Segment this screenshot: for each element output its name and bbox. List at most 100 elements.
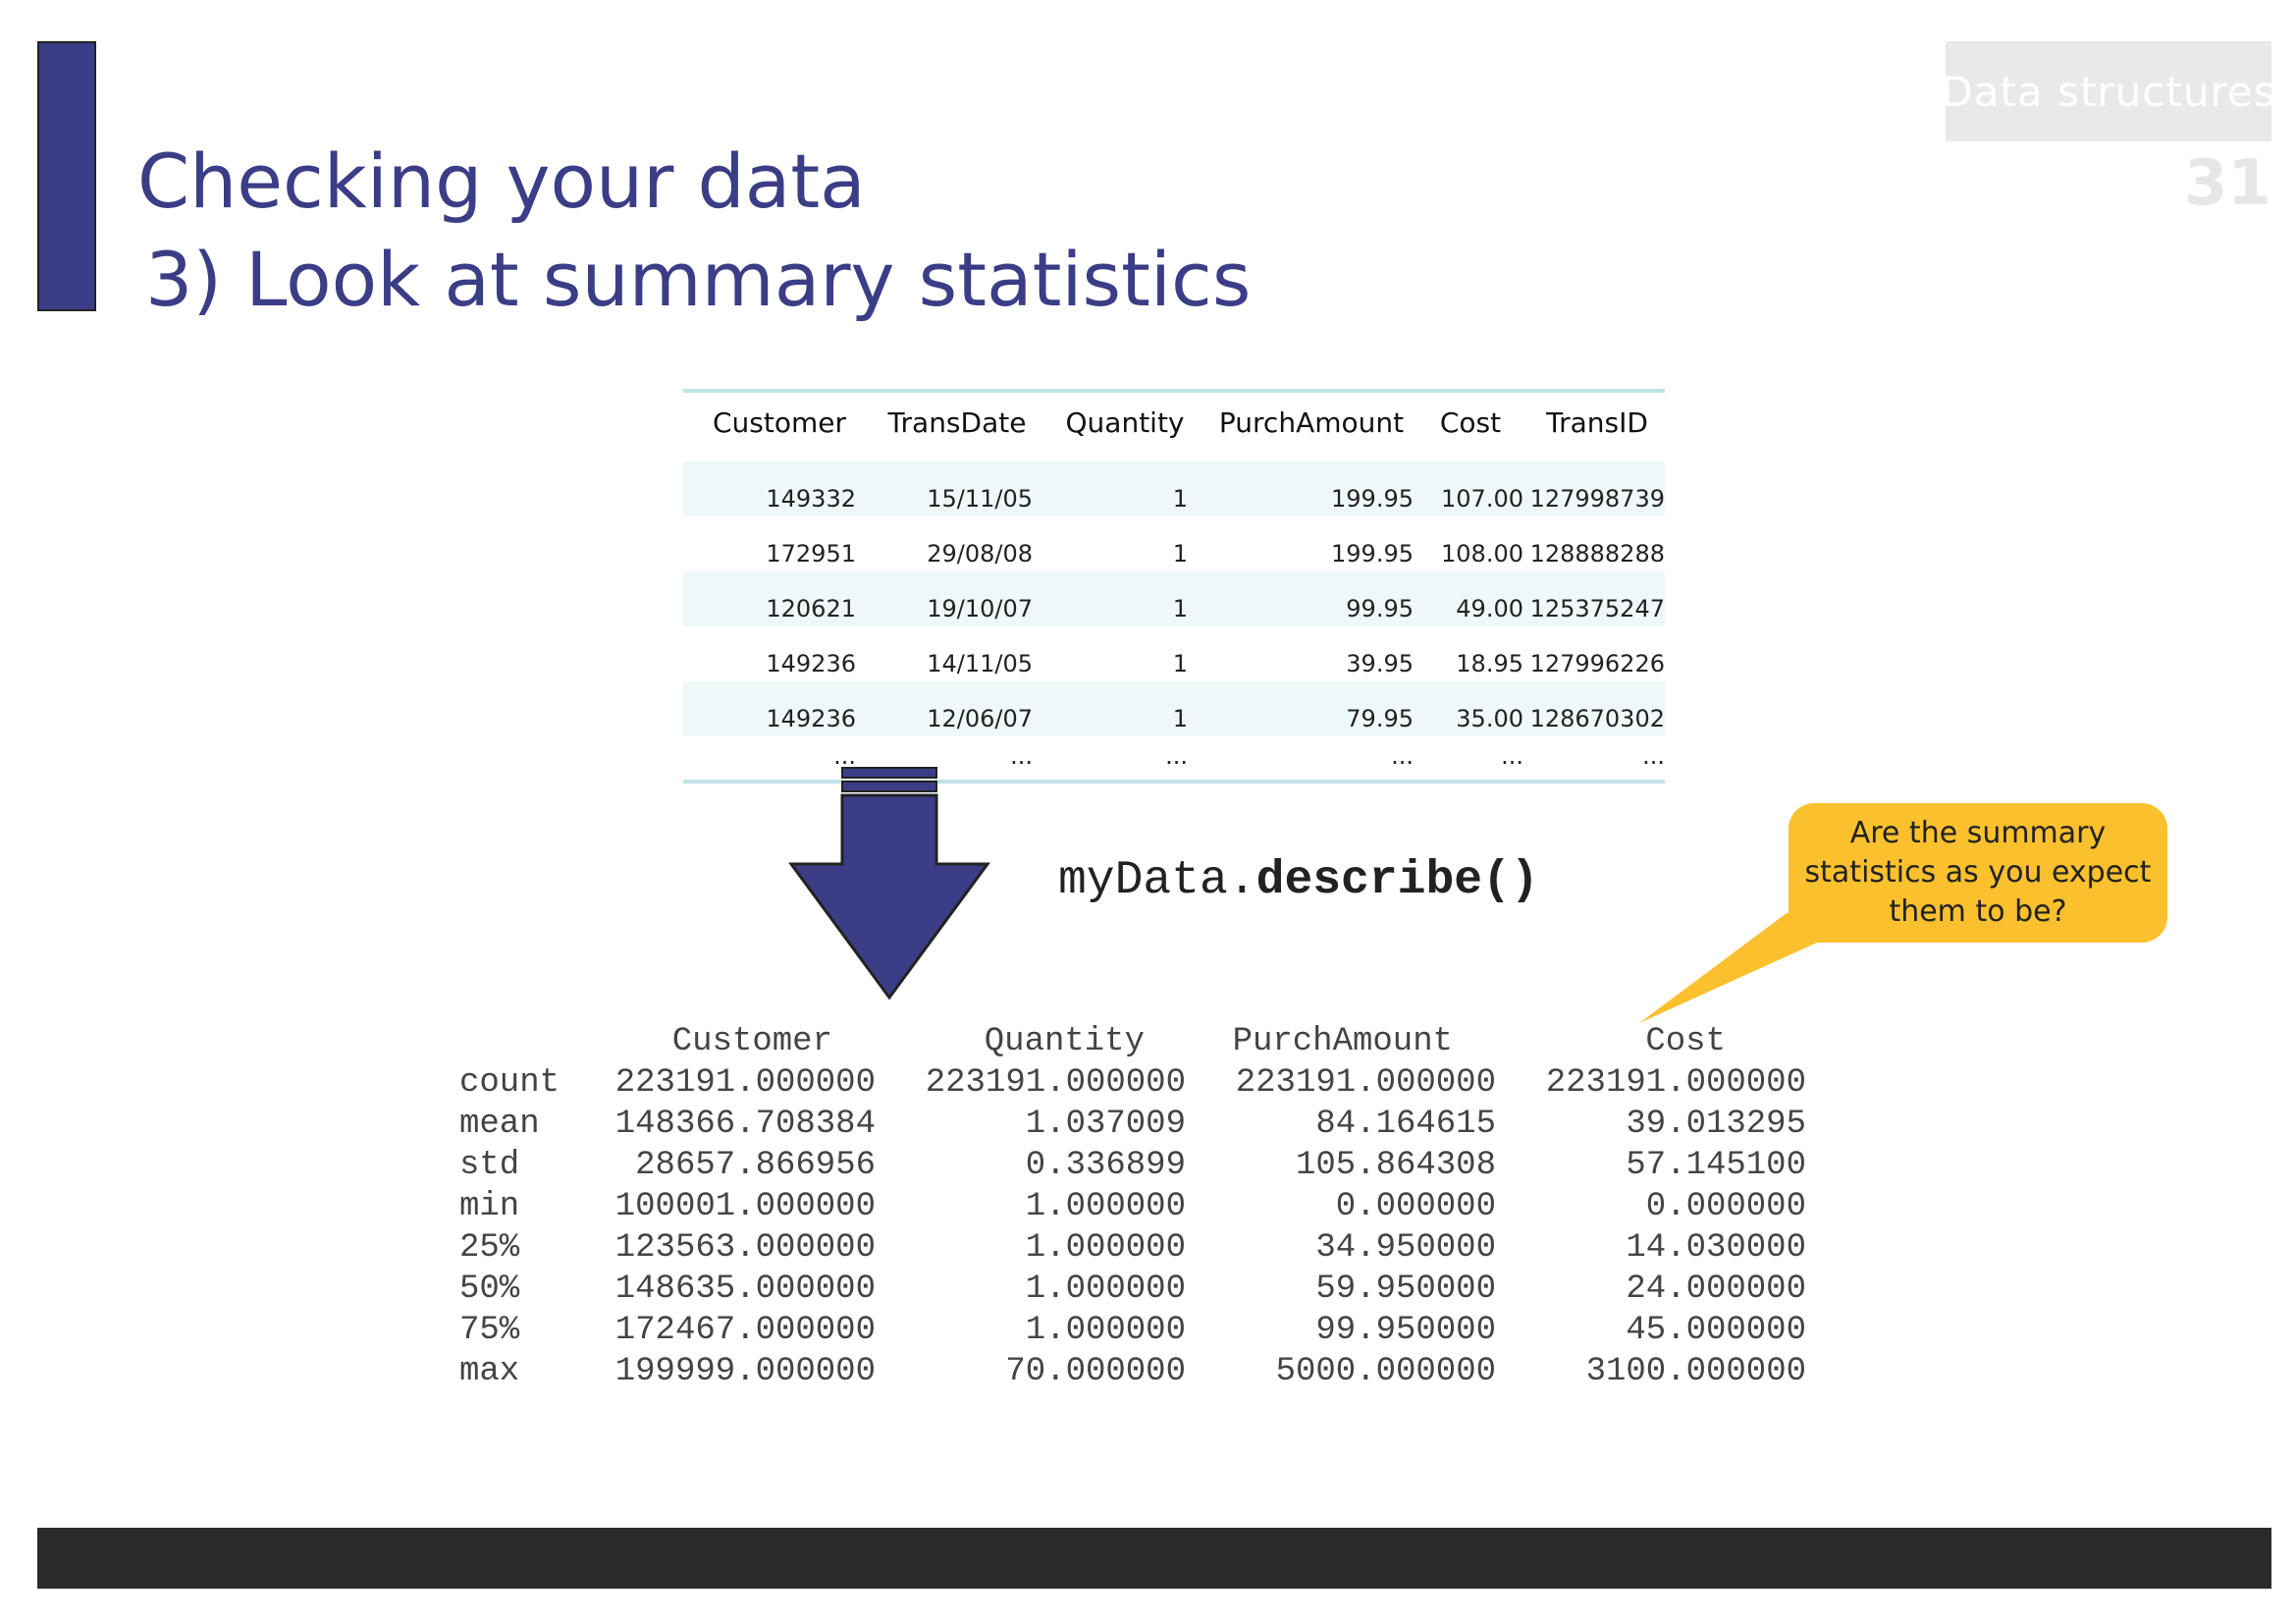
stats-cell: 100001.000000 — [614, 1188, 876, 1225]
table-cell: ... — [1391, 742, 1414, 770]
table-cell: 199.95 — [1331, 540, 1414, 568]
stats-cell: 223191.000000 — [1235, 1064, 1496, 1102]
table-cell: 1 — [1172, 485, 1188, 513]
stats-cell: 14.030000 — [1626, 1229, 1806, 1267]
table-cell: 149332 — [766, 485, 856, 513]
stats-cell: 84.164615 — [1315, 1106, 1496, 1143]
table-cell: 1 — [1172, 705, 1188, 732]
stats-row: std 28657.866956 0.336899 105.864308 57.… — [459, 1145, 1806, 1186]
stats-label: count — [459, 1064, 561, 1102]
table-cell: 99.95 — [1346, 595, 1414, 622]
table-cell: ... — [1165, 742, 1188, 770]
table-header-cell: PurchAmount — [1218, 406, 1405, 439]
table-header-cell: TransDate — [887, 406, 1027, 439]
table-cell: 12/06/07 — [927, 705, 1033, 732]
table-row: 149236 12/06/07 1 79.95 35.00 128670302 — [683, 681, 1665, 736]
table-header-cell: TransID — [1546, 406, 1648, 439]
stats-header-cell: Cost — [1645, 1023, 1726, 1060]
stats-cell: 39.013295 — [1626, 1106, 1806, 1143]
stats-header: Customer Quantity PurchAmount Cost — [459, 1021, 1806, 1062]
table-row-ellipsis: ... ... ... ... ... ... — [683, 736, 1665, 780]
table-cell: 149236 — [766, 650, 856, 677]
table-cell: 19/10/07 — [927, 595, 1033, 622]
stats-header-cell: Quantity — [984, 1023, 1145, 1060]
table-row: 172951 29/08/08 1 199.95 108.00 12888828… — [683, 516, 1665, 571]
table-cell: 39.95 — [1346, 650, 1414, 677]
page-number: 31 — [2183, 147, 2271, 220]
stats-row: count 223191.000000 223191.000000 223191… — [459, 1062, 1806, 1104]
stats-cell: 105.864308 — [1295, 1147, 1496, 1184]
table-cell: 127996226 — [1529, 650, 1665, 677]
table-cell: ... — [1010, 742, 1033, 770]
stats-cell: 1.000000 — [1025, 1229, 1186, 1267]
stats-cell: 70.000000 — [1005, 1353, 1186, 1390]
stats-label: 75% — [459, 1312, 520, 1349]
stats-row: 50% 148635.000000 1.000000 59.950000 24.… — [459, 1269, 1806, 1310]
stats-cell: 1.000000 — [1025, 1271, 1186, 1308]
stats-cell: 45.000000 — [1626, 1312, 1806, 1349]
stats-cell: 5000.000000 — [1275, 1353, 1496, 1390]
table-cell: 149236 — [766, 705, 856, 732]
stats-cell: 24.000000 — [1626, 1271, 1806, 1308]
table-row: 120621 19/10/07 1 99.95 49.00 125375247 — [683, 571, 1665, 626]
table-body: 149332 15/11/05 1 199.95 107.00 12799873… — [683, 452, 1665, 780]
stats-cell: 57.145100 — [1626, 1147, 1806, 1184]
stats-label: mean — [459, 1106, 540, 1143]
table-cell: 29/08/08 — [927, 540, 1033, 568]
table-cell: 1 — [1172, 650, 1188, 677]
table-cell: 49.00 — [1456, 595, 1523, 622]
stats-cell: 3100.000000 — [1585, 1353, 1806, 1390]
stats-label: min — [459, 1188, 520, 1225]
stats-row: 25% 123563.000000 1.000000 34.950000 14.… — [459, 1227, 1806, 1269]
table-cell: 18.95 — [1456, 650, 1523, 677]
table-cell: 120621 — [766, 595, 856, 622]
stats-cell: 1.037009 — [1025, 1106, 1186, 1143]
table-cell: 128888288 — [1529, 540, 1665, 568]
stats-row: 75% 172467.000000 1.000000 99.950000 45.… — [459, 1310, 1806, 1351]
stats-cell: 99.950000 — [1315, 1312, 1496, 1349]
stats-cell: 223191.000000 — [925, 1064, 1186, 1102]
stats-cell: 172467.000000 — [614, 1312, 876, 1349]
stats-row: mean 148366.708384 1.037009 84.164615 39… — [459, 1104, 1806, 1145]
table-cell: ... — [1642, 742, 1665, 770]
table-cell: 1 — [1172, 540, 1188, 568]
stats-cell: 34.950000 — [1315, 1229, 1496, 1267]
stats-row: max 199999.000000 70.000000 5000.000000 … — [459, 1351, 1806, 1392]
table-header-cell: Quantity — [1065, 406, 1185, 439]
stats-label: std — [459, 1147, 520, 1184]
stats-label: 25% — [459, 1229, 520, 1267]
data-preview-table: Customer TransDate Quantity PurchAmount … — [683, 389, 1665, 784]
table-header-cell: Cost — [1439, 406, 1502, 439]
table-row: 149236 14/11/05 1 39.95 18.95 127996226 — [683, 626, 1665, 681]
table-cell: ... — [833, 742, 856, 770]
stats-cell: 0.000000 — [1335, 1188, 1496, 1225]
stats-cell: 28657.866956 — [635, 1147, 876, 1184]
summary-statistics: Customer Quantity PurchAmount Cost count… — [459, 1021, 1806, 1392]
stats-cell: 148635.000000 — [614, 1271, 876, 1308]
stats-label: 50% — [459, 1271, 520, 1308]
stats-cell: 1.000000 — [1025, 1312, 1186, 1349]
stats-header-cell: PurchAmount — [1232, 1023, 1453, 1060]
stats-cell: 59.950000 — [1315, 1271, 1496, 1308]
slide-subtitle: 3) Look at summary statistics — [145, 236, 1252, 323]
footer-bar — [37, 1528, 2271, 1589]
code-method: describe() — [1255, 854, 1539, 907]
stats-cell: 223191.000000 — [614, 1064, 876, 1102]
down-arrow-icon — [788, 767, 990, 1001]
stats-cell: 1.000000 — [1025, 1188, 1186, 1225]
table-cell: 127998739 — [1529, 485, 1665, 513]
stats-header-cell: Customer — [671, 1023, 832, 1060]
callout-bubble: Are the summary statistics as you expect… — [1789, 803, 2167, 943]
table-cell: 79.95 — [1346, 705, 1414, 732]
table-cell: 199.95 — [1331, 485, 1414, 513]
stats-row: min 100001.000000 1.000000 0.000000 0.00… — [459, 1186, 1806, 1227]
table-cell: 128670302 — [1529, 705, 1665, 732]
table-cell: 35.00 — [1456, 705, 1523, 732]
slide-title: Checking your data — [137, 137, 866, 225]
describe-code: myData.describe() — [1058, 854, 1539, 907]
stats-cell: 199999.000000 — [614, 1353, 876, 1390]
accent-bar — [37, 41, 96, 311]
table-cell: ... — [1501, 742, 1523, 770]
table-cell: 125375247 — [1529, 595, 1665, 622]
table-cell: 1 — [1172, 595, 1188, 622]
